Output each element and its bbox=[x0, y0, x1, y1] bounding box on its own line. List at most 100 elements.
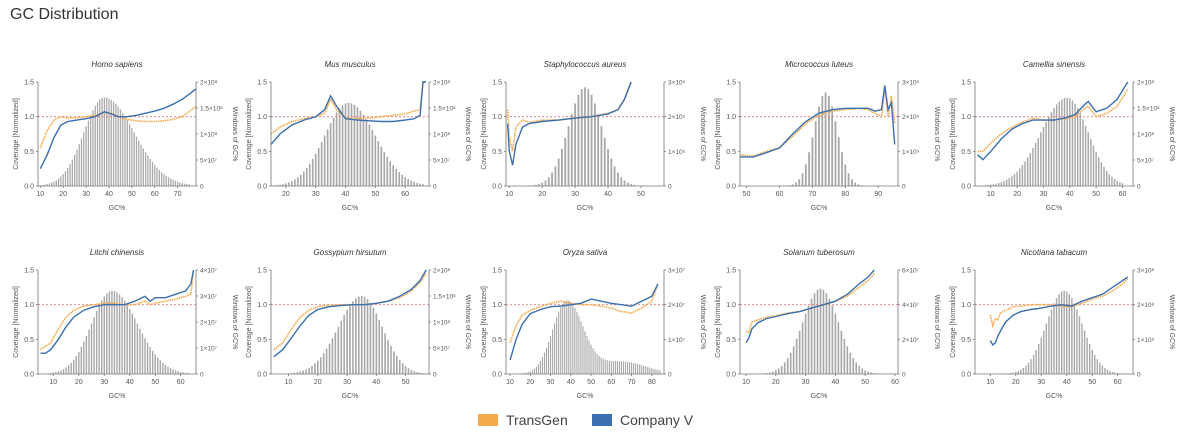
histogram-bar bbox=[340, 320, 343, 374]
y2-tick-label: 2×10⁵ bbox=[668, 114, 686, 121]
histogram-bar bbox=[1073, 303, 1076, 374]
histogram-bar bbox=[1053, 107, 1055, 186]
histogram-bar bbox=[368, 124, 371, 186]
histogram-bar bbox=[552, 329, 554, 374]
histogram-bar bbox=[75, 356, 77, 374]
histogram-bar bbox=[121, 297, 123, 374]
y-tick-label: 1.5 bbox=[961, 80, 971, 87]
x-tick-label: 70 bbox=[628, 379, 636, 386]
histogram-bar bbox=[106, 293, 108, 374]
histogram-bar bbox=[616, 361, 618, 374]
chart-title: Litchi chinensis bbox=[90, 248, 144, 257]
histogram-bar bbox=[1055, 298, 1058, 374]
histogram-bar bbox=[297, 177, 299, 186]
histogram-bar bbox=[1032, 148, 1034, 186]
y2-tick-label: 1.5×10⁸ bbox=[1137, 106, 1160, 113]
histogram-bar bbox=[801, 322, 804, 374]
histogram-bar bbox=[837, 322, 840, 374]
histogram-bar bbox=[174, 180, 177, 186]
histogram-bar bbox=[332, 117, 335, 186]
histogram-bar bbox=[90, 115, 92, 186]
histogram-bar bbox=[649, 367, 651, 374]
x-axis-label: GC% bbox=[577, 393, 594, 400]
histogram-bar bbox=[630, 184, 632, 186]
x-tick-label: 20 bbox=[314, 379, 322, 386]
histogram-bar bbox=[322, 353, 325, 374]
series-line-company-v bbox=[740, 85, 896, 158]
histogram-bar bbox=[1098, 157, 1100, 186]
histogram-bar bbox=[331, 338, 334, 374]
histogram-bar bbox=[157, 357, 159, 374]
histogram-bar bbox=[629, 362, 631, 374]
y2-tick-label: 6×10⁷ bbox=[902, 268, 920, 275]
x-tick-label: 40 bbox=[1063, 379, 1071, 386]
histogram-bar bbox=[592, 348, 594, 374]
y-axis-label: Coverage [Normalized] bbox=[950, 98, 957, 170]
histogram-bar bbox=[366, 299, 369, 374]
y-tick-label: 0.0 bbox=[961, 184, 971, 191]
histogram-bar bbox=[401, 174, 403, 186]
histogram-bar bbox=[149, 158, 151, 186]
histogram-bar bbox=[808, 152, 811, 186]
histogram-bar bbox=[622, 361, 625, 374]
histogram-bar bbox=[1012, 372, 1014, 374]
histogram-bar bbox=[566, 300, 568, 374]
histogram-bar bbox=[1063, 98, 1066, 186]
histogram-bar bbox=[147, 155, 149, 186]
histogram-bar bbox=[180, 371, 182, 374]
histogram-bar bbox=[57, 371, 60, 374]
y2-tick-label: 2×10⁸ bbox=[433, 268, 451, 275]
histogram-bar bbox=[1013, 174, 1016, 186]
histogram-bar bbox=[572, 304, 574, 374]
histogram-bar bbox=[69, 163, 71, 186]
histogram-bar bbox=[1027, 362, 1030, 374]
histogram-bar bbox=[551, 172, 553, 186]
histogram-bar bbox=[577, 94, 580, 186]
histogram-bar bbox=[375, 313, 378, 374]
histogram-bar bbox=[85, 126, 87, 186]
x-tick-label: 10 bbox=[506, 379, 514, 386]
histogram-bar bbox=[128, 124, 131, 186]
x-axis-label: GC% bbox=[811, 393, 828, 400]
histogram-bar bbox=[419, 183, 421, 186]
histogram-bar bbox=[840, 330, 843, 374]
histogram-bar bbox=[992, 184, 995, 186]
y-tick-label: 1.0 bbox=[257, 302, 267, 309]
histogram-bar bbox=[547, 342, 550, 374]
histogram-bar bbox=[582, 326, 584, 374]
histogram-bar bbox=[154, 164, 156, 186]
histogram-bar bbox=[1082, 119, 1084, 186]
x-tick-label: 60 bbox=[1114, 379, 1122, 386]
histogram-bar bbox=[159, 360, 162, 374]
y-tick-label: 0.5 bbox=[24, 149, 34, 156]
histogram-bar bbox=[323, 135, 326, 186]
y-tick-label: 0.5 bbox=[24, 337, 34, 344]
y2-tick-label: 2×10⁸ bbox=[433, 80, 451, 87]
histogram-bar bbox=[814, 121, 817, 186]
histogram-bar bbox=[305, 369, 307, 374]
histogram-bar bbox=[547, 177, 550, 186]
y-tick-label: 0.5 bbox=[726, 337, 736, 344]
x-tick-label: 40 bbox=[126, 379, 134, 386]
histogram-bar bbox=[610, 158, 613, 186]
histogram-bar bbox=[813, 293, 816, 374]
histogram-bar bbox=[343, 315, 345, 374]
y2-tick-label: 5×10⁷ bbox=[200, 158, 218, 165]
y2-tick-label: 4×10⁷ bbox=[902, 302, 920, 309]
histogram-bar bbox=[533, 368, 535, 374]
histogram-bar bbox=[854, 182, 857, 186]
histogram-bar bbox=[626, 182, 629, 186]
histogram-bar bbox=[804, 313, 807, 374]
histogram-bar bbox=[299, 174, 302, 186]
histogram-bar bbox=[285, 183, 287, 186]
histogram-bar bbox=[317, 147, 320, 186]
x-tick-label: 70 bbox=[809, 191, 817, 198]
y2-tick-label: 4×10⁷ bbox=[200, 268, 218, 275]
y2-tick-label: 0 bbox=[902, 372, 906, 379]
histogram-bar bbox=[655, 369, 657, 374]
histogram-bar bbox=[46, 184, 48, 186]
x-tick-label: 60 bbox=[151, 191, 159, 198]
histogram-bar bbox=[161, 172, 163, 186]
histogram-bar bbox=[282, 184, 284, 186]
histogram-bar bbox=[523, 373, 525, 374]
